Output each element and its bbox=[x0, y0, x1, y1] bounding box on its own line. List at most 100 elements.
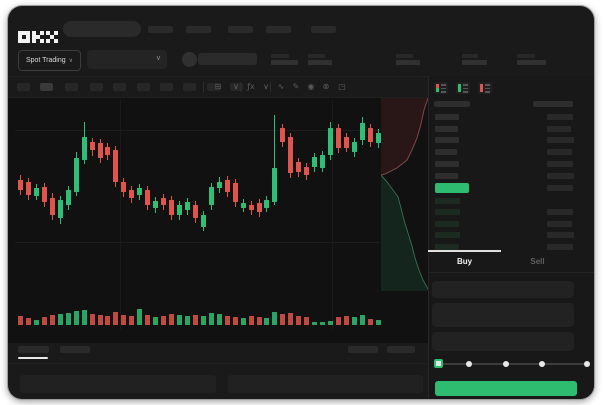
interval-button[interactable] bbox=[40, 83, 53, 91]
interval-button[interactable] bbox=[183, 83, 196, 91]
volume-bar bbox=[232, 317, 238, 325]
logo-cell bbox=[32, 39, 36, 43]
interval-button[interactable] bbox=[113, 83, 126, 91]
stat-value-placeholder bbox=[308, 60, 332, 65]
okx-logo[interactable] bbox=[18, 22, 60, 43]
orderbook-bid-row[interactable] bbox=[429, 207, 589, 217]
slider-stop-dot[interactable] bbox=[539, 361, 545, 367]
volume-bar bbox=[129, 316, 135, 325]
percent-slider-rail[interactable] bbox=[439, 363, 587, 365]
price-field[interactable] bbox=[432, 281, 574, 298]
orderbook-bid-row[interactable] bbox=[429, 196, 589, 206]
orderbook-ask-row[interactable] bbox=[429, 147, 589, 157]
volume-bar bbox=[200, 316, 206, 325]
interval-button[interactable] bbox=[65, 83, 78, 91]
chevron-down-icon[interactable]: ∨ bbox=[263, 82, 269, 91]
sell-tab-label: Sell bbox=[530, 256, 545, 266]
icon-line bbox=[441, 84, 446, 86]
logo-letter bbox=[32, 31, 44, 43]
bid-amount-bar bbox=[547, 232, 574, 238]
book-asks-icon[interactable] bbox=[478, 82, 492, 94]
tab-sell[interactable]: Sell bbox=[501, 252, 574, 270]
icon-line bbox=[441, 87, 446, 89]
pair-name-placeholder[interactable] bbox=[198, 53, 257, 65]
candle-body bbox=[200, 215, 206, 227]
bottom-divider bbox=[8, 363, 428, 364]
book-all-icon[interactable] bbox=[434, 82, 448, 94]
chevron-down-icon[interactable]: ∨ bbox=[233, 82, 239, 91]
gridline-h bbox=[15, 130, 380, 131]
orderbook-ask-row[interactable] bbox=[429, 124, 589, 134]
volume-bar bbox=[288, 313, 294, 325]
amount-field[interactable] bbox=[432, 303, 574, 327]
pair-select-dropdown[interactable]: ∨ bbox=[87, 50, 167, 69]
orderbook-ask-row[interactable] bbox=[429, 171, 589, 181]
orderbook-ask-row[interactable] bbox=[429, 159, 589, 169]
candle-body bbox=[232, 183, 238, 202]
wave-tool-icon[interactable]: ∿ bbox=[277, 82, 285, 91]
volume-bar bbox=[216, 314, 222, 325]
bottom-tab-action[interactable] bbox=[387, 346, 415, 353]
candle-body bbox=[41, 187, 47, 202]
interval-button[interactable] bbox=[160, 83, 173, 91]
tab-buy[interactable]: Buy bbox=[428, 252, 501, 270]
buy-submit-button[interactable] bbox=[435, 381, 577, 396]
slider-stop-dot[interactable] bbox=[503, 361, 509, 367]
nav-item-placeholder[interactable] bbox=[311, 26, 336, 33]
expand-icon[interactable]: ◳ bbox=[338, 82, 346, 91]
slider-stop-dot[interactable] bbox=[466, 361, 472, 367]
nav-item-placeholder[interactable] bbox=[228, 26, 253, 33]
orderbook-ask-row[interactable] bbox=[429, 112, 589, 122]
depth-profile bbox=[381, 98, 428, 291]
nav-item-placeholder[interactable] bbox=[186, 26, 211, 33]
volume-bar bbox=[375, 320, 381, 325]
orderbook-header-price bbox=[434, 101, 470, 107]
candle-body bbox=[192, 205, 198, 218]
slider-stop-dot[interactable] bbox=[584, 361, 590, 367]
market-type-label: Spot Trading bbox=[25, 57, 66, 64]
interval-button[interactable] bbox=[17, 83, 30, 91]
bottom-panel-left[interactable] bbox=[20, 375, 216, 393]
bottom-tab[interactable] bbox=[60, 346, 90, 353]
interval-button[interactable] bbox=[137, 83, 150, 91]
interval-button[interactable] bbox=[207, 83, 220, 91]
icon-line bbox=[463, 87, 468, 89]
indicators-icon[interactable]: ƒx bbox=[247, 82, 255, 91]
chart-type-icon[interactable]: ⊟ bbox=[214, 82, 222, 91]
icon-line bbox=[463, 84, 468, 86]
interval-button[interactable] bbox=[90, 83, 103, 91]
volume-bar bbox=[224, 316, 230, 325]
settings-icon[interactable]: ⊗ bbox=[322, 82, 330, 91]
bottom-tab-active[interactable] bbox=[18, 346, 49, 353]
orderbook-bid-row[interactable] bbox=[429, 219, 589, 229]
last-price-highlight[interactable] bbox=[435, 183, 469, 193]
volume-bar bbox=[153, 317, 159, 325]
camera-icon[interactable]: ◉ bbox=[307, 82, 315, 91]
book-bids-icon[interactable] bbox=[456, 82, 470, 94]
candle-body bbox=[351, 142, 357, 152]
orderbook-bid-row[interactable] bbox=[429, 230, 589, 240]
orderbook-ask-row[interactable] bbox=[429, 135, 589, 145]
icon-col-bottom bbox=[436, 88, 439, 92]
volume-bar bbox=[41, 317, 47, 325]
market-type-dropdown[interactable]: Spot Trading ∨ bbox=[18, 50, 81, 71]
candlestick-chart[interactable] bbox=[8, 98, 428, 343]
ask-amount-bar bbox=[547, 173, 574, 179]
percent-slider-handle[interactable] bbox=[434, 359, 443, 368]
nav-item-placeholder[interactable] bbox=[148, 26, 173, 33]
volume-bar bbox=[177, 315, 182, 325]
logo-cell bbox=[26, 39, 30, 43]
interval-button[interactable] bbox=[230, 83, 243, 91]
volume-bar bbox=[113, 312, 119, 325]
candle-body bbox=[161, 198, 167, 205]
bottom-tab-action[interactable] bbox=[348, 346, 378, 353]
total-field[interactable] bbox=[432, 332, 574, 351]
search-input[interactable] bbox=[63, 21, 141, 37]
volume-bar bbox=[208, 313, 214, 325]
bottom-panel-right[interactable] bbox=[228, 375, 423, 393]
stat-label-placeholder bbox=[462, 54, 478, 58]
nav-item-placeholder[interactable] bbox=[266, 26, 291, 33]
candle-body bbox=[343, 137, 349, 148]
draw-icon[interactable]: ✎ bbox=[292, 82, 300, 91]
orderbook-bid-row[interactable] bbox=[429, 242, 589, 252]
